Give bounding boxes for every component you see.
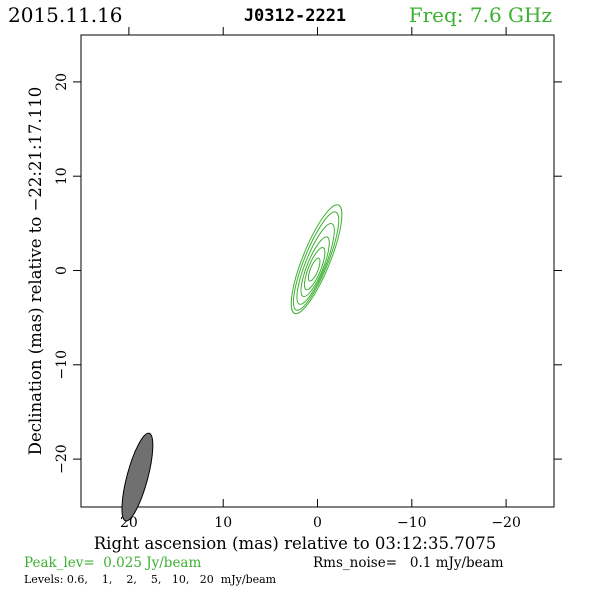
y-tick-label: 0 [54,266,70,275]
contour-5-mjy [300,236,330,298]
y-axis-ticks: 20 10 0 −10 −20 [54,73,562,474]
contour-1-mjy [292,211,340,311]
contour-levels: Levels: 0.6, 1, 2, 5, 10, 20 mJy/beam [24,573,277,586]
peak-level: Peak_lev= 0.025 Jy/beam [24,555,201,571]
x-tick-label: 10 [214,515,232,531]
contour-0-6-mjy [290,204,343,315]
contour-2-mjy [296,223,335,305]
rms-noise: Rms_noise= 0.1 mJy/beam [313,555,504,571]
y-tick-label: 20 [54,73,70,91]
y-axis-label: Declination (mas) relative to −22:21:17.… [26,87,45,456]
contour-10-mjy [303,247,326,291]
x-tick-label: −10 [397,515,427,531]
x-tick-label: −20 [491,515,521,531]
source-contours [290,204,343,315]
y-tick-label: −20 [54,444,70,474]
x-axis-ticks: 20 10 0 −10 −20 [120,27,521,531]
x-axis-label: Right ascension (mas) relative to 03:12:… [94,534,496,553]
observation-date: 2015.11.16 [8,3,123,27]
y-tick-label: −10 [54,350,70,380]
y-tick-label: 10 [54,167,70,185]
x-tick-label: 0 [313,515,322,531]
frequency-label: Freq: 7.6 GHz [409,3,552,27]
restoring-beam [121,432,154,522]
contour-20-mjy [307,257,321,282]
source-name: J0312-2221 [244,6,346,26]
beam-ellipse [121,432,154,522]
